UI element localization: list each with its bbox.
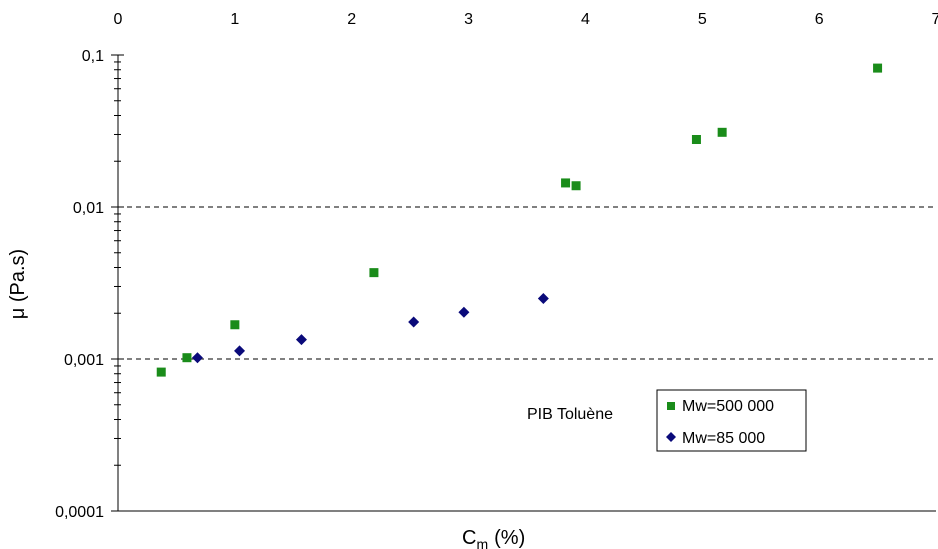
x-tick-label-4: 4 <box>581 11 590 28</box>
annotation-text: PIB Toluène <box>527 406 613 423</box>
point-mw-500-000-2 <box>230 320 240 330</box>
y-tick-label-0: 0,0001 <box>55 504 104 521</box>
legend-label-mw-500000: Mw=500 000 <box>682 398 774 415</box>
x-axis-title: Cm (%) <box>462 527 525 549</box>
grid-layer <box>118 206 936 360</box>
axes-layer: 0,0001 0,001 0,01 0,1 0 1 2 3 4 5 6 7 <box>55 11 938 521</box>
point-mw-85-000-1 <box>234 345 246 357</box>
y-tick-label-1: 0,001 <box>64 352 104 369</box>
point-mw-85-000-4 <box>458 306 470 318</box>
point-mw-500-000-4 <box>561 178 571 188</box>
x-tick-label-5: 5 <box>698 11 707 28</box>
point-mw-85-000-2 <box>295 334 307 346</box>
point-mw-85-000-5 <box>537 293 549 305</box>
points-layer <box>156 63 883 377</box>
point-mw-85-000-0 <box>191 352 203 364</box>
point-mw-500-000-8 <box>873 63 883 73</box>
legend-marker-mw-85000 <box>666 432 676 442</box>
legend: Mw=500 000 Mw=85 000 <box>656 389 807 452</box>
point-mw-500-000-1 <box>182 353 192 363</box>
x-axis-title-unit: (%) <box>494 527 525 549</box>
point-mw-500-000-6 <box>691 135 701 145</box>
y-axis-title: μ (Pa.s) <box>7 249 29 319</box>
y-tick-label-3: 0,1 <box>82 48 104 65</box>
x-axis-title-main: C <box>462 527 476 549</box>
legend-label-mw-85000: Mw=85 000 <box>682 430 765 447</box>
x-tick-label-6: 6 <box>815 11 824 28</box>
point-mw-500-000-5 <box>571 181 581 191</box>
point-mw-85-000-3 <box>408 316 420 328</box>
point-mw-500-000-0 <box>156 367 166 377</box>
y-tick-label-2: 0,01 <box>73 200 104 217</box>
legend-box <box>656 389 807 452</box>
x-tick-label-1: 1 <box>230 11 239 28</box>
point-mw-500-000-3 <box>369 268 379 278</box>
x-axis-title-sub: m <box>476 536 488 549</box>
point-mw-500-000-7 <box>717 127 727 137</box>
x-tick-label-2: 2 <box>347 11 356 28</box>
legend-marker-mw-500000 <box>667 402 675 410</box>
x-tick-label-0: 0 <box>114 11 123 28</box>
x-tick-label-3: 3 <box>464 11 473 28</box>
x-tick-label-7: 7 <box>932 11 938 28</box>
